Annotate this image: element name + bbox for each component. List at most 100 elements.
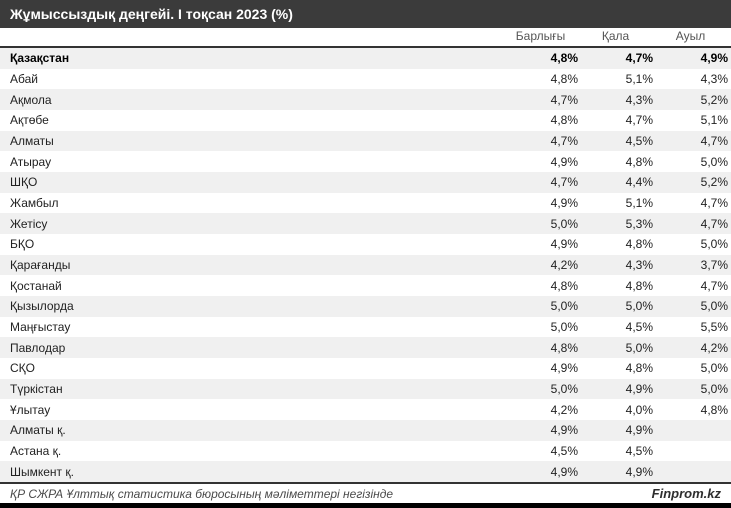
value-cell: 4,7% [700,134,728,149]
value-cell: 4,7% [700,196,728,211]
value-cell: 4,2% [550,258,578,273]
table-row: Қызылорда 5,0% 5,0% 5,0% [0,296,731,317]
region-name: Қостанай [10,278,62,293]
table-body: Қазақстан 4,8% 4,7% 4,9% Абай 4,8% 5,1% 4,3% Ақм… [0,48,731,483]
value-cell: 5,2% [700,92,728,107]
value-cell: 4,3% [700,72,728,86]
region-name: Жамбыл [10,196,59,211]
region-name: Маңғыстау [10,320,71,335]
table-row: Ақтөбе 4,8% 4,7% 5,1% [0,110,731,131]
value-cell: 4,3% [625,92,653,107]
value-cell: 5,3% [625,216,653,231]
value-cell: 5,0% [700,299,728,314]
bottom-bar [0,503,731,508]
region-name: Атырау [10,154,52,169]
table-row: Жетісу 5,0% 5,3% 4,7% [0,213,731,235]
value-cell: 4,8% [550,113,578,128]
value-cell: 4,9% [550,361,578,376]
table-row: Қазақстан 4,8% 4,7% 4,9% [0,48,731,69]
value-cell: 4,9% [625,464,653,479]
value-cell: 4,2% [700,340,728,355]
table-row: Алматы 4,7% 4,5% 4,7% [0,130,731,152]
footer: ҚР СЖРА Ұлттық статистика бюросының мәлі… [0,482,731,503]
value-cell: 5,1% [700,113,728,128]
value-cell: 5,0% [700,382,728,397]
column-header-city: Қала [601,29,630,43]
region-name: Жетісу [10,216,48,231]
table-row: Жамбыл 4,9% 5,1% 4,7% [0,193,731,214]
value-cell: 5,0% [550,299,578,314]
value-cell: 5,1% [625,196,653,211]
value-cell: 4,9% [550,237,578,252]
table-row: Астана қ. 4,5% 4,5% [0,441,731,462]
table-row: Қостанай 4,8% 4,8% 4,7% [0,275,731,296]
region-name: Шымкент қ. [10,464,74,479]
title-bar: Жұмыссыздық деңгейі. I тоқсан 2023 (%) [0,0,731,28]
region-name: Қазақстан [10,51,70,66]
value-cell: 5,0% [700,237,728,252]
region-name: Түркістан [10,382,63,397]
source-note: ҚР СЖРА Ұлттық статистика бюросының мәлі… [10,486,394,501]
value-cell: 5,0% [625,340,653,355]
table-row: Маңғыстау 5,0% 4,5% 5,5% [0,317,731,338]
value-cell: 5,5% [700,320,728,335]
value-cell: 4,8% [625,237,653,252]
region-name: Алматы [10,134,54,149]
value-cell: 5,0% [625,299,653,314]
value-cell: 4,5% [625,320,653,335]
value-cell: 4,2% [550,402,578,417]
value-cell: 4,9% [550,423,578,438]
value-cell: 4,9% [625,423,653,438]
value-cell: 4,8% [625,278,653,293]
region-name: Ұлытау [10,402,51,417]
value-cell: 5,0% [550,320,578,335]
value-cell: 4,8% [625,154,653,169]
value-cell: 4,9% [550,464,578,479]
value-cell: 4,8% [625,361,653,376]
value-cell: 3,7% [700,258,728,273]
value-cell: 4,9% [700,51,728,66]
table-row: БҚО 4,9% 4,8% 5,0% [0,234,731,255]
column-header-village: Ауыл [675,29,706,43]
value-cell: 4,7% [700,216,728,231]
page-title: Жұмыссыздық деңгейі. I тоқсан 2023 (%) [10,6,293,22]
table-row: ШҚО 4,7% 4,4% 5,2% [0,172,731,193]
value-cell: 5,0% [550,216,578,231]
table-row: Түркістан 5,0% 4,9% 5,0% [0,378,731,400]
value-cell: 4,9% [550,154,578,169]
table-row: Ұлытау 4,2% 4,0% 4,8% [0,399,731,420]
column-header-total: Барлығы [515,29,566,43]
value-cell: 4,5% [625,444,653,459]
value-cell: 4,8% [700,402,728,417]
value-cell: 4,0% [625,402,653,417]
value-cell: 4,9% [550,196,578,211]
value-cell: 4,3% [625,258,653,273]
value-cell: 5,2% [700,175,728,190]
region-name: Қызылорда [10,299,74,314]
value-cell: 5,0% [700,154,728,169]
table-row: Павлодар 4,8% 5,0% 4,2% [0,337,731,359]
region-name: Қарағанды [10,258,71,273]
value-cell: 4,5% [550,444,578,459]
value-cell: 4,7% [550,134,578,149]
value-cell: 5,0% [700,361,728,376]
brand-logo: Finprom.kz [651,486,721,501]
region-name: СҚО [10,361,35,376]
region-name: Абай [10,72,38,86]
region-name: Алматы қ. [10,423,66,438]
value-cell: 4,7% [550,92,578,107]
value-cell: 4,8% [550,278,578,293]
value-cell: 4,8% [550,51,578,66]
value-cell: 4,4% [625,175,653,190]
value-cell: 4,8% [550,72,578,86]
table-row: Атырау 4,9% 4,8% 5,0% [0,151,731,172]
value-cell: 4,7% [700,278,728,293]
value-cell: 4,9% [625,382,653,397]
value-cell: 4,7% [625,51,653,66]
table-row: Қарағанды 4,2% 4,3% 3,7% [0,254,731,276]
table-row: Абай 4,8% 5,1% 4,3% [0,69,731,90]
value-cell: 4,7% [550,175,578,190]
table-row: Шымкент қ. 4,9% 4,9% [0,461,731,483]
value-cell: 4,7% [625,113,653,128]
table-row: Ақмола 4,7% 4,3% 5,2% [0,89,731,111]
